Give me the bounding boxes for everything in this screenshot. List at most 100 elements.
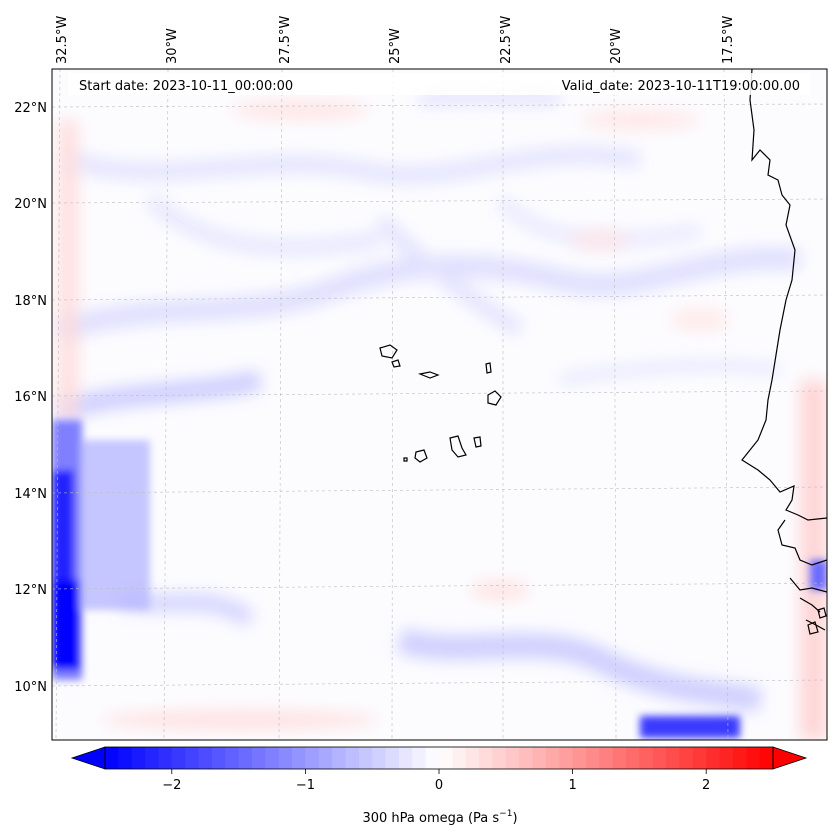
colorbar-segment bbox=[452, 747, 467, 769]
longitude-labels: 32.5°W 30°W 27.5°W 25°W 22.5°W 20°W 17.5… bbox=[55, 16, 736, 64]
colorbar-segment bbox=[131, 747, 146, 769]
bijagos-islands bbox=[807, 607, 827, 635]
coast-lower bbox=[777, 519, 827, 631]
colorbar-segment bbox=[679, 747, 694, 769]
colorbar-tick-label: 1 bbox=[568, 778, 576, 793]
island-boa-vista bbox=[487, 390, 502, 406]
island-santiago bbox=[449, 435, 467, 458]
colorbar-segment bbox=[372, 747, 387, 769]
lon-label: 32.5°W bbox=[55, 16, 70, 64]
colorbar-segment bbox=[532, 747, 547, 769]
colorbar-segment bbox=[345, 747, 360, 769]
colorbar-segment bbox=[612, 747, 627, 769]
colorbar-segment bbox=[305, 747, 320, 769]
colorbar-segment bbox=[318, 747, 333, 769]
colorbar: −2 −1 0 1 2 300 hPa omega (Pa s−1) bbox=[70, 746, 808, 826]
colorbar-segment bbox=[225, 747, 240, 769]
colorbar-tick-label: 2 bbox=[702, 778, 710, 793]
colorbar-segment bbox=[479, 747, 493, 769]
lat-label: 10°N bbox=[14, 680, 47, 695]
colorbar-segment bbox=[759, 747, 774, 769]
colorbar-segment bbox=[398, 747, 413, 769]
coastline bbox=[379, 69, 827, 635]
colorbar-segment bbox=[692, 747, 707, 769]
colorbar-tick-label: −2 bbox=[162, 778, 181, 793]
colorbar-segment bbox=[425, 747, 440, 769]
colorbar-segment bbox=[292, 747, 306, 769]
colorbar-segments bbox=[105, 747, 774, 769]
colorbar-segment bbox=[385, 747, 400, 769]
colorbar-segment bbox=[211, 747, 226, 769]
colorbar-segment bbox=[412, 747, 427, 769]
colorbar-extend-high bbox=[772, 746, 808, 770]
colorbar-ticks: −2 −1 0 1 2 bbox=[162, 769, 710, 793]
island-maio bbox=[473, 436, 482, 448]
colorbar-label-tail: ) bbox=[512, 811, 517, 826]
colorbar-segment bbox=[198, 747, 213, 769]
lat-label: 20°N bbox=[14, 197, 47, 212]
colorbar-segment bbox=[185, 747, 200, 769]
colorbar-label-exponent: −1 bbox=[499, 809, 512, 819]
colorbar-segment bbox=[105, 747, 119, 769]
colorbar-segment bbox=[626, 747, 640, 769]
colorbar-segment bbox=[599, 747, 614, 769]
colorbar-segment bbox=[572, 747, 587, 769]
header-band bbox=[68, 73, 810, 95]
colorbar-segment bbox=[145, 747, 159, 769]
colorbar-tick-label: 0 bbox=[435, 778, 443, 793]
colorbar-segment bbox=[505, 747, 520, 769]
colorbar-segment bbox=[492, 747, 507, 769]
colorbar-segment bbox=[652, 747, 667, 769]
colorbar-segment bbox=[238, 747, 253, 769]
colorbar-label: 300 hPa omega (Pa s−1) bbox=[362, 809, 517, 826]
colorbar-label-main: 300 hPa omega (Pa s bbox=[362, 811, 499, 826]
lat-label: 16°N bbox=[14, 390, 47, 405]
colorbar-extend-low bbox=[70, 746, 106, 770]
colorbar-segment bbox=[719, 747, 734, 769]
island-sal bbox=[485, 362, 492, 374]
lat-label: 18°N bbox=[14, 294, 47, 309]
colorbar-segment bbox=[746, 747, 761, 769]
map-panel: Start date: 2023-10-11_00:00:00 Valid_da… bbox=[51, 68, 828, 741]
colorbar-segment bbox=[732, 747, 747, 769]
lon-label: 20°W bbox=[609, 28, 624, 64]
lon-label: 25°W bbox=[388, 28, 403, 64]
colorbar-segment bbox=[158, 747, 173, 769]
colorbar-tick-label: −1 bbox=[296, 778, 315, 793]
island-fogo bbox=[414, 449, 428, 463]
lon-label: 30°W bbox=[165, 28, 180, 64]
island-sao-vicente bbox=[391, 359, 401, 368]
colorbar-segment bbox=[358, 747, 373, 769]
lon-label: 22.5°W bbox=[499, 16, 514, 64]
lon-label: 27.5°W bbox=[278, 16, 293, 64]
colorbar-segment bbox=[519, 747, 534, 769]
colorbar-segment bbox=[439, 747, 453, 769]
colorbar-segment bbox=[171, 747, 186, 769]
colorbar-segment bbox=[585, 747, 600, 769]
colorbar-segment bbox=[559, 747, 574, 769]
colorbar-segment bbox=[278, 747, 293, 769]
colorbar-segment bbox=[118, 747, 133, 769]
start-date-label: Start date: 2023-10-11_00:00:00 bbox=[79, 79, 293, 94]
lon-label: 17.5°W bbox=[721, 16, 736, 64]
colorbar-segment bbox=[265, 747, 280, 769]
colorbar-segment bbox=[706, 747, 721, 769]
colorbar-segment bbox=[666, 747, 680, 769]
island-brava bbox=[403, 457, 408, 462]
colorbar-segment bbox=[545, 747, 560, 769]
lat-label: 12°N bbox=[14, 583, 47, 598]
lat-label: 22°N bbox=[14, 101, 47, 116]
colorbar-segment bbox=[465, 747, 480, 769]
colorbar-segment bbox=[251, 747, 266, 769]
colorbar-segment bbox=[639, 747, 654, 769]
island-sao-nicolau bbox=[417, 371, 440, 379]
map-frame bbox=[51, 68, 828, 741]
latitude-labels: 22°N 20°N 18°N 16°N 14°N 12°N 10°N bbox=[14, 101, 47, 695]
african-coastline bbox=[741, 69, 827, 521]
colorbar-segment bbox=[332, 747, 346, 769]
island-santo-antao bbox=[379, 344, 398, 359]
gridlines bbox=[52, 69, 827, 740]
lat-label: 14°N bbox=[14, 487, 47, 502]
valid-date-label: Valid_date: 2023-10-11T19:00:00.00 bbox=[562, 79, 800, 94]
